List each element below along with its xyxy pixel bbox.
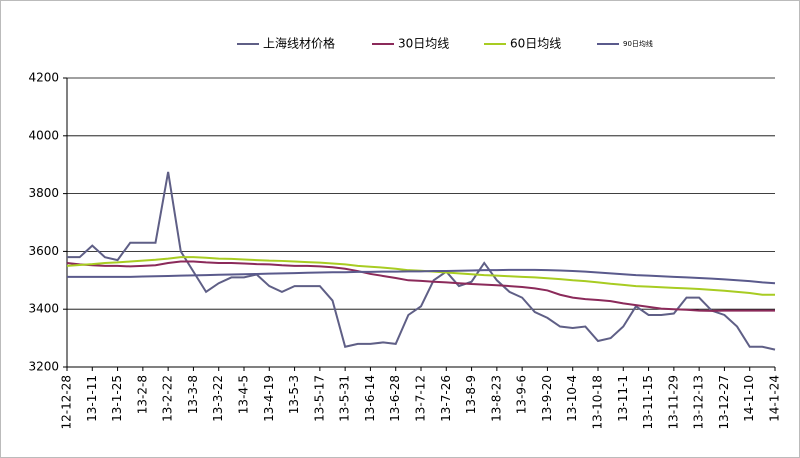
- y-tick-label: 3800: [28, 186, 59, 200]
- x-tick-label: 13-3-8: [186, 375, 200, 414]
- y-tick-label: 3200: [28, 360, 59, 374]
- x-tick-label: 14-1-10: [742, 375, 756, 422]
- series-line: [67, 268, 776, 285]
- legend-label: 30日均线: [398, 37, 449, 51]
- x-tick-label: 13-2-22: [161, 375, 175, 422]
- y-tick-label: 3400: [28, 302, 59, 316]
- legend-label: 60日均线: [510, 37, 561, 51]
- x-tick-label: 14-1-24: [768, 375, 782, 422]
- legend-label: 上海线材价格: [263, 36, 335, 51]
- x-tick-label: 13-10-18: [591, 375, 605, 429]
- series-line: [66, 260, 775, 312]
- y-tick-label: 4000: [28, 128, 59, 142]
- x-tick-label: 13-5-3: [287, 375, 301, 414]
- x-tick-label: 13-9-6: [515, 375, 529, 414]
- x-tick-label: 13-8-9: [464, 375, 478, 414]
- x-tick-label: 13-2-8: [135, 375, 149, 414]
- x-tick-label: 13-5-17: [312, 375, 326, 422]
- x-tick-label: 13-1-25: [110, 375, 124, 422]
- x-tick-label: 13-1-11: [85, 375, 99, 422]
- x-tick-label: 13-11-29: [666, 375, 680, 429]
- x-tick-label: 12-12-28: [60, 375, 74, 429]
- x-tick-label: 13-11-1: [616, 375, 630, 422]
- x-tick-label: 13-6-28: [388, 375, 402, 422]
- x-tick-label: 13-4-19: [262, 375, 276, 422]
- x-tick-label: 13-5-31: [338, 375, 352, 422]
- x-tick-label: 13-9-20: [540, 375, 554, 422]
- x-tick-label: 13-12-13: [692, 375, 706, 429]
- y-tick-label: 4200: [28, 71, 59, 85]
- x-tick-label: 13-7-12: [414, 375, 428, 422]
- x-tick-label: 13-4-5: [237, 375, 251, 414]
- x-tick-label: 13-7-26: [439, 375, 453, 422]
- y-tick-label: 3600: [28, 244, 59, 258]
- x-tick-label: 13-12-27: [717, 375, 731, 429]
- x-tick-label: 13-6-14: [363, 375, 377, 422]
- x-tick-label: 13-11-15: [641, 375, 655, 429]
- x-tick-label: 13-10-4: [565, 375, 579, 422]
- x-tick-label: 13-3-22: [211, 375, 225, 422]
- legend-label: 90日均线: [623, 39, 653, 48]
- x-tick-label: 13-8-23: [489, 375, 503, 422]
